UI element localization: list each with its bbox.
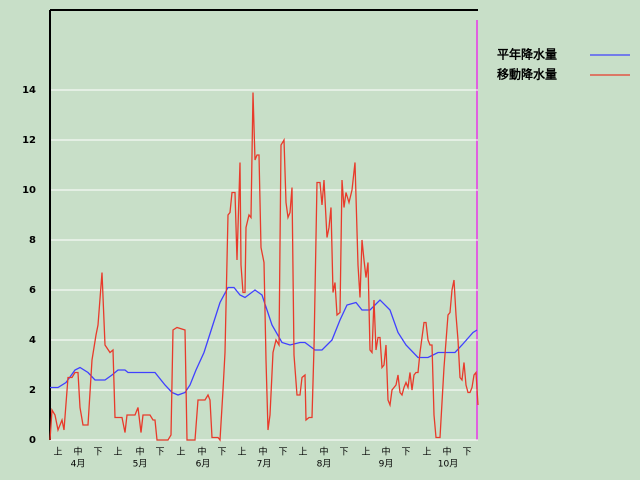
x-tick-label: 上 <box>237 447 246 458</box>
month-label: 7月 <box>257 459 272 470</box>
x-tick-label: 上 <box>422 447 431 458</box>
x-tick-label: 下 <box>401 448 410 458</box>
y-tick-label: 10 <box>22 185 36 196</box>
x-tick-label: 下 <box>278 448 287 458</box>
x-tick-label: 上 <box>113 447 122 458</box>
x-tick-label: 中 <box>381 446 390 458</box>
month-label: 10月 <box>438 459 458 470</box>
x-tick-label: 中 <box>442 446 451 458</box>
legend-label: 移動降水量 <box>497 67 557 82</box>
series-line <box>50 286 478 396</box>
x-tick-label: 下 <box>155 448 164 458</box>
x-tick-label: 下 <box>93 448 102 458</box>
y-tick-label: 6 <box>29 285 36 296</box>
x-tick-label: 中 <box>258 446 267 458</box>
x-tick-label: 下 <box>339 448 348 458</box>
month-label: 8月 <box>317 459 332 470</box>
x-tick-label: 中 <box>197 446 206 458</box>
y-tick-label: 14 <box>22 85 36 96</box>
month-label: 5月 <box>133 459 148 470</box>
x-tick-label: 中 <box>319 446 328 458</box>
x-tick-label: 上 <box>298 447 307 458</box>
x-tick-label: 中 <box>135 446 144 458</box>
legend-label: 平年降水量 <box>497 47 557 62</box>
y-tick-label: 4 <box>29 335 36 346</box>
y-tick-label: 8 <box>29 235 36 246</box>
month-label: 6月 <box>196 459 211 470</box>
series-line <box>49 92 479 442</box>
y-tick-label: 0 <box>29 435 36 446</box>
x-tick-label: 下 <box>217 448 226 458</box>
y-tick-label: 12 <box>22 135 36 146</box>
month-label: 9月 <box>379 459 394 470</box>
x-tick-label: 下 <box>462 448 471 458</box>
x-tick-label: 上 <box>176 447 185 458</box>
y-tick-label: 2 <box>29 385 36 396</box>
x-tick-label: 上 <box>361 447 370 458</box>
month-label: 4月 <box>71 459 86 470</box>
x-tick-label: 中 <box>73 446 82 458</box>
x-tick-label: 上 <box>53 447 62 458</box>
